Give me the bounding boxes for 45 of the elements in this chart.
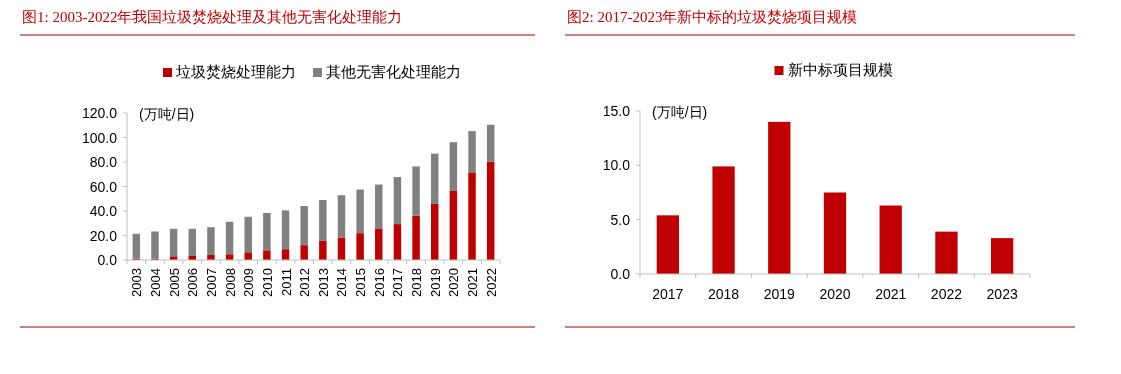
x-tick-label: 2019 [763, 286, 796, 302]
x-tick-label: 2008 [222, 268, 238, 297]
y-tick-label: 100.0 [81, 129, 118, 146]
x-tick-label: 2003 [129, 268, 145, 297]
x-tick-label: 2019 [427, 268, 443, 297]
x-tick-label: 2005 [166, 268, 182, 297]
y-tick-label: 5.0 [610, 211, 631, 228]
x-tick-label: 2020 [446, 268, 462, 297]
y-axis-title: (万吨/日) [139, 106, 195, 122]
x-tick-label: 2021 [875, 286, 907, 302]
x-tick-label: 2017 [390, 268, 406, 297]
x-tick-label: 2020 [819, 286, 851, 302]
y-tick-label: 0.0 [610, 266, 631, 282]
y-tick-label: 80.0 [89, 154, 118, 170]
x-tick-label: 2014 [334, 268, 350, 297]
x-tick-label: 2009 [241, 268, 257, 297]
x-tick-label: 2012 [297, 268, 313, 297]
x-tick-label: 2022 [483, 268, 499, 297]
chart-title: 图1: 2003-2022年我国垃圾焚烧处理及其他无害化处理能力 [22, 9, 403, 25]
x-tick-label: 2011 [278, 268, 294, 296]
x-tick-label: 2018 [707, 286, 740, 302]
y-tick-label: 40.0 [89, 203, 118, 219]
x-tick-label: 2004 [147, 268, 163, 297]
x-tick-label: 2017 [652, 286, 684, 302]
legend-label: 其他无害化处理能力 [326, 63, 461, 80]
chart-title: 图2: 2017-2023年新中标的垃圾焚烧项目规模 [567, 9, 858, 25]
x-tick-label: 2022 [930, 286, 963, 302]
y-tick-label: 20.0 [89, 227, 118, 244]
x-tick-label: 2006 [185, 268, 201, 297]
y-tick-label: 10.0 [602, 157, 631, 174]
x-tick-label: 2016 [371, 268, 387, 297]
y-axis-title: (万吨/日) [652, 104, 708, 120]
x-tick-label: 2021 [465, 268, 481, 297]
y-tick-label: 15.0 [602, 103, 631, 119]
y-tick-label: 60.0 [89, 178, 118, 195]
x-tick-label: 2023 [986, 286, 1018, 302]
y-tick-label: 0.0 [97, 252, 118, 268]
legend-label: 垃圾焚烧处理能力 [175, 63, 296, 80]
x-tick-label: 2007 [203, 268, 219, 297]
x-tick-label: 2013 [315, 268, 331, 297]
x-tick-label: 2010 [259, 268, 275, 297]
x-tick-label: 2018 [409, 268, 425, 297]
legend: 新中标项目规模 [774, 61, 893, 78]
y-tick-label: 120.0 [81, 105, 118, 121]
x-tick-label: 2015 [353, 268, 369, 297]
